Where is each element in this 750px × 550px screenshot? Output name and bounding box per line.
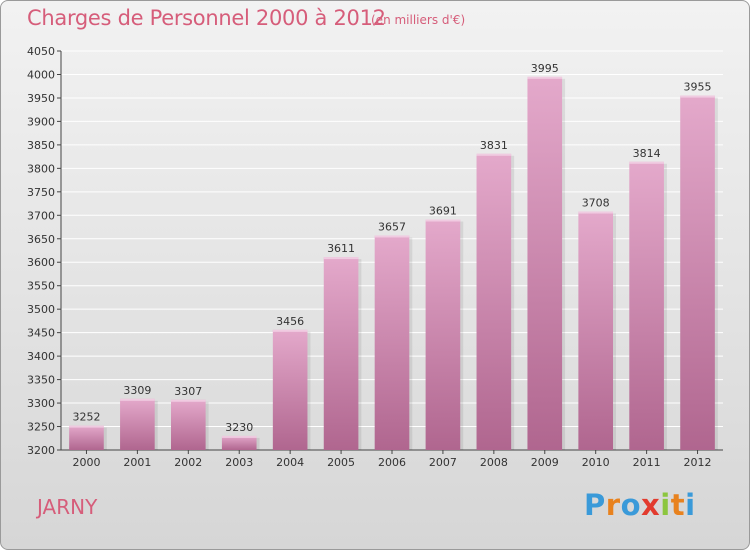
logo-letter: r <box>605 488 621 522</box>
bar <box>476 153 512 450</box>
logo-letter: o <box>620 488 642 522</box>
x-tick-label: 2006 <box>378 456 406 469</box>
data-label: 3230 <box>225 421 253 434</box>
data-label: 3657 <box>378 220 406 233</box>
bar-highlight <box>272 329 308 332</box>
bar <box>680 95 715 450</box>
bar-highlight <box>680 95 715 98</box>
chart-subtitle: (en milliers d'€) <box>371 13 466 27</box>
bar-highlight <box>425 219 461 222</box>
bar <box>120 398 155 450</box>
logo-letter: i <box>660 488 671 522</box>
x-tick-label: 2002 <box>174 456 202 469</box>
y-tick-label: 3700 <box>27 209 55 222</box>
bar <box>221 435 257 450</box>
x-tick-label: 2010 <box>582 456 610 469</box>
bar <box>425 219 461 450</box>
x-tick-label: 2012 <box>684 456 712 469</box>
y-tick-label: 3300 <box>27 397 55 410</box>
bar-highlight <box>69 425 104 428</box>
y-tick-label: 3200 <box>27 444 55 457</box>
proxiti-logo: Proxiti <box>584 488 696 522</box>
data-label: 3995 <box>531 62 559 75</box>
y-tick-label: 3900 <box>27 115 55 128</box>
bar-highlight <box>221 435 257 438</box>
data-label: 3252 <box>72 411 100 424</box>
logo-letter: P <box>584 488 606 522</box>
y-tick-label: 3450 <box>27 327 55 340</box>
logo-letter: t <box>670 488 686 522</box>
data-label: 3708 <box>582 197 610 210</box>
y-tick-label: 3350 <box>27 374 55 387</box>
x-tick-label: 2009 <box>531 456 559 469</box>
y-tick-label: 3800 <box>27 162 55 175</box>
bar <box>629 161 664 450</box>
x-tick-label: 2001 <box>123 456 151 469</box>
bar-highlight <box>629 161 664 164</box>
bar-highlight <box>374 235 410 238</box>
bar-highlight <box>578 211 614 214</box>
data-label: 3691 <box>429 205 457 218</box>
data-label: 3456 <box>276 315 304 328</box>
y-tick-label: 3850 <box>27 139 55 152</box>
y-tick-label: 3950 <box>27 92 55 105</box>
x-tick-label: 2005 <box>327 456 355 469</box>
bar <box>578 211 614 450</box>
data-label: 3611 <box>327 242 355 255</box>
bar-highlight <box>170 399 206 402</box>
y-tick-label: 3550 <box>27 280 55 293</box>
logo-letter: i <box>685 488 696 522</box>
y-tick-label: 3400 <box>27 350 55 363</box>
y-tick-label: 4050 <box>27 45 55 58</box>
data-label: 3814 <box>633 147 661 160</box>
bar-highlight <box>476 153 512 156</box>
bar-highlight <box>120 398 155 401</box>
y-tick-label: 3500 <box>27 303 55 316</box>
city-name: JARNY <box>37 495 98 519</box>
data-label: 3309 <box>123 384 151 397</box>
x-tick-label: 2003 <box>225 456 253 469</box>
x-tick-label: 2000 <box>72 456 100 469</box>
x-tick-label: 2008 <box>480 456 508 469</box>
bar-highlight <box>527 76 563 79</box>
bar <box>272 329 308 450</box>
bar <box>323 257 359 450</box>
logo-letter: x <box>641 488 661 522</box>
bar <box>374 235 410 450</box>
y-tick-label: 3250 <box>27 421 55 434</box>
y-tick-label: 4000 <box>27 68 55 81</box>
x-tick-label: 2007 <box>429 456 457 469</box>
x-tick-label: 2004 <box>276 456 304 469</box>
bar <box>527 76 563 450</box>
x-tick-label: 2011 <box>633 456 661 469</box>
bar-highlight <box>323 257 359 260</box>
data-label: 3955 <box>684 81 712 94</box>
y-tick-label: 3650 <box>27 233 55 246</box>
data-label: 3831 <box>480 139 508 152</box>
bar <box>69 425 104 450</box>
chart-title: Charges de Personnel 2000 à 2012 <box>27 6 386 30</box>
data-label: 3307 <box>174 385 202 398</box>
y-tick-label: 3750 <box>27 186 55 199</box>
y-tick-label: 3600 <box>27 256 55 269</box>
bar <box>170 399 206 450</box>
